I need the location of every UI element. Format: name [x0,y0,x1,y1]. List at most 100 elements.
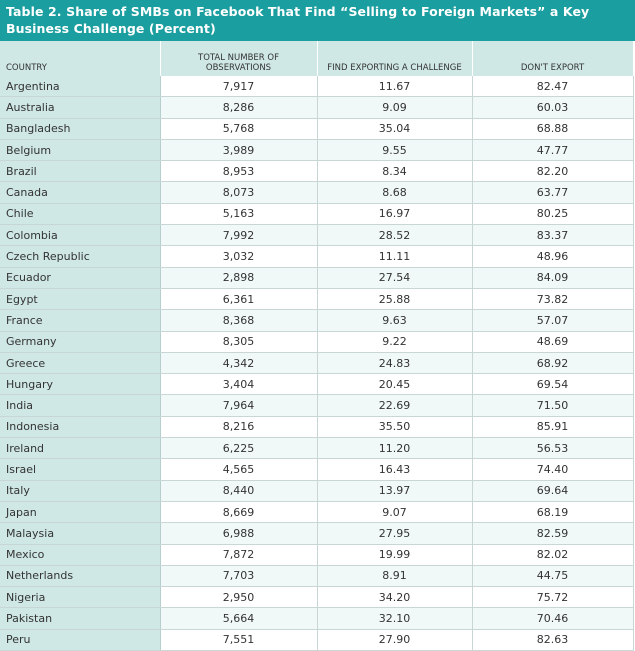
find-exporting-cell: 27.54 [317,267,473,289]
table-row: Ecuador 2,898 27.54 84.09 [0,267,634,289]
country-cell: Greece [0,352,161,375]
table-row: Bangladesh 5,768 35.04 68.88 [0,118,634,140]
table-row: Canada 8,073 8.68 63.77 [0,181,634,204]
table-row: Brazil 8,953 8.34 82.20 [0,160,634,183]
dont-export-cell: 85.91 [472,416,634,439]
table-row: Japan 8,669 9.07 68.19 [0,501,634,524]
observations-cell: 7,872 [160,544,318,566]
country-cell: Australia [0,96,161,119]
find-exporting-cell: 28.52 [317,224,473,247]
country-cell: Argentina [0,76,161,98]
header-find-exporting: FIND EXPORTING A CHALLENGE [317,41,473,76]
country-cell: Peru [0,629,161,651]
observations-cell: 5,768 [160,118,318,140]
dont-export-cell: 80.25 [472,203,634,226]
table-row: Germany 8,305 9.22 48.69 [0,331,634,353]
country-cell: Malaysia [0,522,161,545]
country-cell: Czech Republic [0,245,161,268]
find-exporting-cell: 16.43 [317,458,473,481]
dont-export-cell: 44.75 [472,565,634,588]
observations-cell: 8,286 [160,96,318,119]
dont-export-cell: 82.02 [472,544,634,566]
table-row: Australia 8,286 9.09 60.03 [0,96,634,119]
country-cell: Ireland [0,437,161,460]
find-exporting-cell: 35.04 [317,118,473,140]
dont-export-cell: 69.64 [472,480,634,502]
observations-cell: 8,669 [160,501,318,524]
find-exporting-cell: 27.90 [317,629,473,651]
table-row: Netherlands 7,703 8.91 44.75 [0,565,634,588]
country-cell: France [0,309,161,332]
country-cell: Hungary [0,373,161,396]
dont-export-cell: 82.63 [472,629,634,651]
country-cell: Ecuador [0,267,161,289]
dont-export-cell: 47.77 [472,139,634,162]
country-cell: Germany [0,331,161,353]
observations-cell: 5,664 [160,607,318,630]
country-cell: Japan [0,501,161,524]
country-cell: Egypt [0,288,161,311]
dont-export-cell: 71.50 [472,394,634,417]
find-exporting-cell: 9.22 [317,331,473,353]
dont-export-cell: 68.19 [472,501,634,524]
observations-cell: 8,073 [160,181,318,204]
find-exporting-cell: 8.68 [317,181,473,204]
find-exporting-cell: 34.20 [317,586,473,609]
country-cell: Israel [0,458,161,481]
country-cell: Indonesia [0,416,161,439]
find-exporting-cell: 8.91 [317,565,473,588]
country-cell: Chile [0,203,161,226]
table-title: Table 2. Share of SMBs on Facebook That … [0,0,635,41]
dont-export-cell: 68.92 [472,352,634,375]
data-table: COUNTRY TOTAL NUMBER OF OBSERVATIONS FIN… [0,41,634,651]
dont-export-cell: 56.53 [472,437,634,460]
find-exporting-cell: 8.34 [317,160,473,183]
dont-export-cell: 82.47 [472,76,634,98]
table-row: Greece 4,342 24.83 68.92 [0,352,634,375]
country-cell: Pakistan [0,607,161,630]
find-exporting-cell: 9.63 [317,309,473,332]
dont-export-cell: 82.59 [472,522,634,545]
dont-export-cell: 83.37 [472,224,634,247]
dont-export-cell: 84.09 [472,267,634,289]
dont-export-cell: 69.54 [472,373,634,396]
observations-cell: 7,964 [160,394,318,417]
country-cell: Canada [0,181,161,204]
observations-cell: 7,992 [160,224,318,247]
table-row: Israel 4,565 16.43 74.40 [0,458,634,481]
observations-cell: 3,404 [160,373,318,396]
table-row: Peru 7,551 27.90 82.63 [0,629,634,651]
find-exporting-cell: 13.97 [317,480,473,502]
find-exporting-cell: 9.07 [317,501,473,524]
observations-cell: 4,565 [160,458,318,481]
country-cell: Mexico [0,544,161,566]
find-exporting-cell: 11.20 [317,437,473,460]
observations-cell: 3,989 [160,139,318,162]
observations-cell: 6,225 [160,437,318,460]
observations-cell: 8,305 [160,331,318,353]
table-row: Czech Republic 3,032 11.11 48.96 [0,245,634,268]
table-row: France 8,368 9.63 57.07 [0,309,634,332]
dont-export-cell: 60.03 [472,96,634,119]
find-exporting-cell: 11.11 [317,245,473,268]
country-cell: Netherlands [0,565,161,588]
find-exporting-cell: 32.10 [317,607,473,630]
table-row: Argentina 7,917 11.67 82.47 [0,76,634,98]
find-exporting-cell: 19.99 [317,544,473,566]
observations-cell: 6,361 [160,288,318,311]
table-row: India 7,964 22.69 71.50 [0,394,634,417]
observations-cell: 4,342 [160,352,318,375]
table-row: Ireland 6,225 11.20 56.53 [0,437,634,460]
find-exporting-cell: 35.50 [317,416,473,439]
find-exporting-cell: 27.95 [317,522,473,545]
dont-export-cell: 73.82 [472,288,634,311]
observations-cell: 8,216 [160,416,318,439]
header-row: COUNTRY TOTAL NUMBER OF OBSERVATIONS FIN… [0,41,634,76]
country-cell: Italy [0,480,161,502]
find-exporting-cell: 9.09 [317,96,473,119]
find-exporting-cell: 25.88 [317,288,473,311]
observations-cell: 6,988 [160,522,318,545]
country-cell: Brazil [0,160,161,183]
observations-cell: 5,163 [160,203,318,226]
find-exporting-cell: 16.97 [317,203,473,226]
